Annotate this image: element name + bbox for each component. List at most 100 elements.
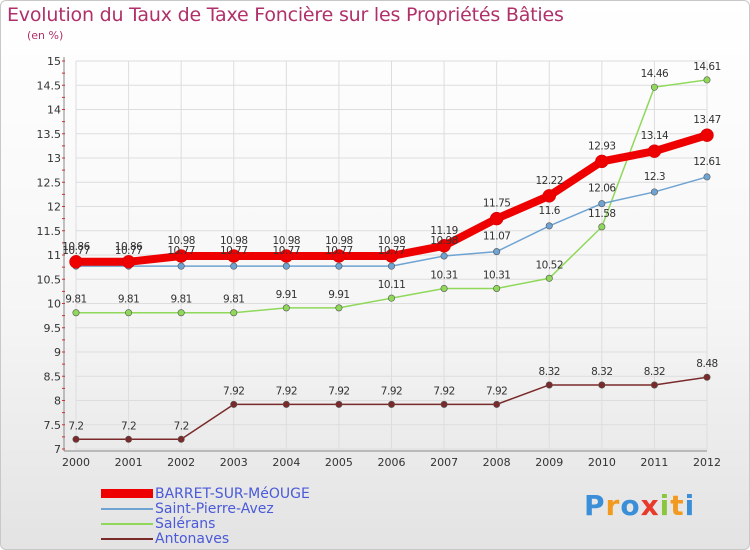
data-label-saint-pierre-avez-2005: 10.77 [325,245,353,257]
data-label-sal-rans-2011: 14.46 [641,68,669,80]
data-label-sal-rans-2002: 9.81 [170,294,191,306]
point-antonaves-2005 [335,400,343,408]
point-barret-sur-m-ouge-2006 [384,249,399,263]
point-barret-sur-m-ouge-2011 [647,144,662,158]
data-label-saint-pierre-avez-2000: 10.77 [62,245,90,257]
x-tick-2005: 2005 [325,456,353,469]
point-sal-rans-2002 [177,309,185,317]
point-sal-rans-2008 [493,284,501,292]
x-tick-2010: 2010 [588,456,616,469]
data-label-antonaves-2012: 8.48 [696,358,717,370]
point-sal-rans-2001 [125,309,133,317]
data-label-saint-pierre-avez-2011: 12.3 [644,171,665,183]
point-antonaves-2002 [177,435,185,443]
data-label-antonaves-2011: 8.32 [644,366,665,378]
data-label-sal-rans-2006: 10.11 [378,279,406,291]
point-antonaves-2011 [650,381,658,389]
point-antonaves-2001 [125,435,133,443]
y-tick-8.5: 8.5 [44,370,62,383]
data-label-barret-sur-m-ouge-2005: 10.98 [325,235,353,247]
data-label-barret-sur-m-ouge-2012: 13.47 [693,114,721,126]
point-barret-sur-m-ouge-2010 [595,154,609,169]
point-sal-rans-2012 [703,76,711,84]
point-antonaves-2006 [387,400,395,408]
point-saint-pierre-avez-2005 [335,262,343,270]
point-antonaves-2009 [545,381,553,389]
data-label-antonaves-2003: 7.92 [223,385,244,397]
data-label-antonaves-2008: 7.92 [486,385,507,397]
legend-label-salerans: Salérans [155,515,216,532]
x-tick-2006: 2006 [378,456,406,469]
y-tick-13: 13 [47,152,61,165]
data-label-saint-pierre-avez-2006: 10.77 [378,245,406,257]
data-label-barret-sur-m-ouge-2002: 10.98 [167,235,195,247]
data-label-saint-pierre-avez-2004: 10.77 [273,245,301,257]
data-label-antonaves-2005: 7.92 [328,385,349,397]
point-saint-pierre-avez-2007 [440,252,448,260]
data-label-saint-pierre-avez-2002: 10.77 [167,245,195,257]
point-antonaves-2000 [72,435,80,443]
point-barret-sur-m-ouge-2002 [174,249,188,263]
data-label-barret-sur-m-ouge-2000: 10.86 [62,241,90,253]
data-label-antonaves-2010: 8.32 [591,366,612,378]
y-tick-15: 15 [47,55,61,68]
point-saint-pierre-avez-2006 [387,262,395,270]
legend-item-antonaves: Antonaves [101,531,229,547]
data-label-antonaves-2002: 7.2 [174,420,189,432]
data-label-barret-sur-m-ouge-2007: 11.19 [430,225,458,237]
point-saint-pierre-avez-2002 [177,262,185,270]
data-label-sal-rans-2012: 14.61 [693,61,721,73]
x-tick-2008: 2008 [483,456,511,469]
x-tick-2003: 2003 [220,456,248,469]
data-label-barret-sur-m-ouge-2008: 11.75 [483,198,511,210]
y-tick-8: 8 [54,395,61,408]
point-antonaves-2008 [493,400,501,408]
data-label-saint-pierre-avez-2003: 10.77 [220,245,248,257]
logo-letter: x [640,489,660,522]
x-tick-2012: 2012 [693,456,721,469]
y-tick-9: 9 [54,346,61,359]
point-sal-rans-2010 [598,223,606,231]
legend-item-salerans: Salérans [101,515,216,532]
point-saint-pierre-avez-2010 [598,200,606,208]
x-tick-2002: 2002 [167,456,195,469]
legend-item-saint-pierre-avez: Saint-Pierre-Avez [101,501,274,517]
data-label-saint-pierre-avez-2012: 12.61 [693,156,721,168]
data-label-barret-sur-m-ouge-2003: 10.98 [220,235,248,247]
legend-swatch-barret [101,489,153,498]
legend-item-barret: BARRET-SUR-MéOUGE [101,486,310,502]
point-saint-pierre-avez-2003 [230,262,238,270]
data-label-saint-pierre-avez-2007: 10.98 [430,235,458,247]
point-saint-pierre-avez-2009 [545,222,553,230]
data-label-saint-pierre-avez-2009: 11.6 [539,205,561,217]
legend-swatch-antonaves [101,537,153,540]
data-label-barret-sur-m-ouge-2006: 10.98 [378,235,406,247]
proxiti-logo: Proxiti [584,489,695,522]
point-barret-sur-m-ouge-2008 [489,211,504,226]
point-saint-pierre-avez-2012 [703,173,711,181]
y-tick-12: 12 [47,201,61,214]
x-tick-2009: 2009 [535,456,563,469]
data-label-antonaves-2004: 7.92 [276,385,297,397]
y-tick-14: 14 [47,104,61,117]
point-sal-rans-2007 [440,284,448,292]
point-antonaves-2010 [598,381,606,389]
x-tick-2000: 2000 [62,456,90,469]
data-labels: 7.2 7.2 7.2 7.92 7.92 7.92 7.92 7.92 7.92 8.32 8.3… [62,61,721,432]
logo-letter: i [684,489,696,522]
point-sal-rans-2011 [650,83,658,91]
logo-letter: r [605,489,621,522]
data-label-barret-sur-m-ouge-2009: 12.22 [535,175,563,187]
data-label-barret-sur-m-ouge-2011: 13.14 [641,130,669,142]
data-label-sal-rans-2005: 9.91 [328,289,349,301]
x-tick-2001: 2001 [115,456,143,469]
data-label-sal-rans-2001: 9.81 [118,294,139,306]
data-label-antonaves-2000: 7.2 [68,420,83,432]
point-saint-pierre-avez-2008 [493,248,501,256]
data-label-antonaves-2007: 7.92 [433,385,454,397]
y-tick-11: 11 [47,249,61,262]
logo-letter: P [584,489,606,522]
point-saint-pierre-avez-2004 [282,262,290,270]
